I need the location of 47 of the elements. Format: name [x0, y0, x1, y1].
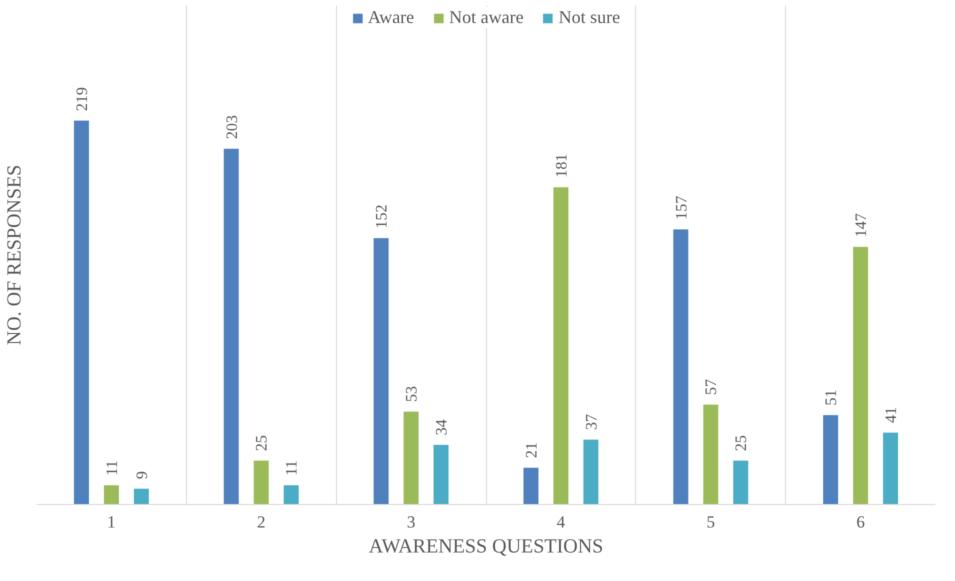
data-label: 51 — [823, 390, 840, 406]
bar — [733, 460, 748, 504]
x-tick-label: 6 — [856, 512, 865, 532]
data-label: 203 — [224, 115, 241, 140]
data-label: 219 — [74, 87, 91, 112]
bar — [284, 485, 299, 504]
legend-label: Not aware — [449, 7, 524, 28]
x-tick-label: 3 — [406, 512, 416, 532]
data-label: 11 — [284, 460, 301, 476]
bar — [583, 440, 598, 504]
x-axis-title: AWARENESS QUESTIONS — [368, 536, 604, 558]
x-tick-label: 5 — [706, 512, 715, 532]
data-label: 25 — [254, 435, 271, 452]
legend-label: Not sure — [558, 7, 620, 28]
bar — [703, 404, 718, 504]
bar — [74, 120, 89, 504]
x-tick-label: 2 — [257, 512, 266, 532]
bar — [434, 444, 449, 504]
bar — [134, 488, 149, 504]
bar — [853, 246, 868, 504]
bar — [224, 148, 239, 504]
data-label: 37 — [583, 414, 600, 430]
data-label: 41 — [883, 407, 900, 424]
data-label: 57 — [703, 379, 720, 395]
data-label: 157 — [673, 196, 690, 220]
legend-label: Aware — [368, 7, 414, 28]
bar — [404, 412, 419, 504]
bar — [823, 415, 838, 504]
bar — [553, 187, 568, 504]
bar — [374, 238, 389, 504]
data-label: 21 — [523, 442, 540, 458]
data-label: 25 — [733, 435, 750, 452]
data-label: 147 — [853, 213, 870, 238]
bar — [254, 460, 269, 504]
data-label: 34 — [434, 419, 451, 436]
bar — [104, 485, 119, 504]
y-axis-title: NO. OF RESPONSES — [4, 164, 26, 346]
bar — [883, 432, 898, 504]
bar — [523, 468, 538, 504]
x-tick-label: 1 — [107, 512, 116, 532]
data-label: 152 — [374, 204, 391, 228]
x-tick-label: 4 — [556, 512, 566, 532]
bar — [673, 229, 688, 504]
data-label: 53 — [404, 386, 421, 402]
data-label: 9 — [134, 471, 151, 480]
data-label: 181 — [553, 154, 570, 178]
data-label: 11 — [104, 460, 121, 476]
